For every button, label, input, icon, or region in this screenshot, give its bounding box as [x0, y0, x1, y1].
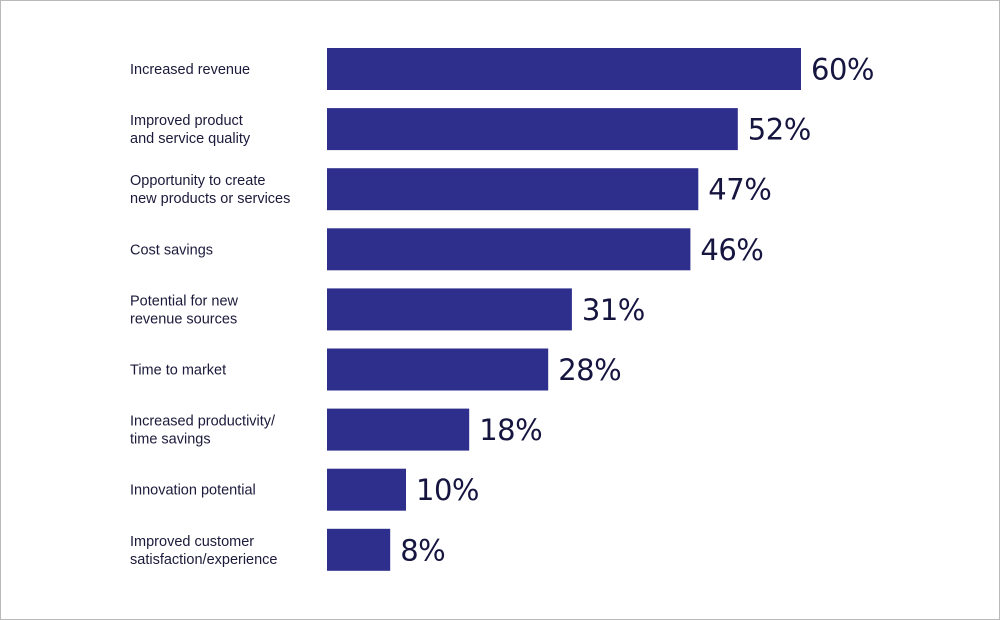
bar	[327, 228, 691, 271]
category-label: Potential for new revenue sources	[130, 293, 239, 327]
value-label: 18%	[479, 413, 542, 447]
bar-row: 31% Potential for new revenue sources	[130, 288, 645, 331]
bar	[327, 168, 699, 211]
category-label: Opportunity to create new products or ser…	[130, 173, 290, 207]
category-label-line: Cost savings	[130, 242, 213, 258]
category-label-line: Increased revenue	[130, 62, 250, 78]
category-label-line: revenue sources	[130, 311, 237, 327]
category-label: Time to market	[130, 363, 226, 379]
value-label: 31%	[582, 293, 645, 327]
category-label: Cost savings	[130, 242, 213, 258]
value-label: 47%	[708, 173, 771, 207]
category-label-line: satisfaction/experience	[130, 552, 278, 568]
category-label-line: Improved customer	[130, 534, 254, 550]
bar-row: 18% Increased productivity/time savings	[130, 408, 543, 451]
category-label: Improved product and service quality	[130, 113, 251, 147]
bar-row: 28% Time to market	[130, 348, 622, 391]
value-label: 8%	[400, 533, 445, 567]
category-label-line: and service quality	[130, 131, 251, 147]
value-label: 52%	[748, 113, 811, 147]
category-label: Increased revenue	[130, 62, 250, 78]
bar	[327, 348, 549, 391]
category-label-line: new products or services	[130, 191, 290, 207]
bar-row: 47% Opportunity to create new products or …	[130, 168, 772, 211]
value-label: 60%	[811, 53, 874, 87]
category-label: Innovation potential	[130, 483, 256, 499]
bar-row: 8% Improved customer satisfaction/experien…	[130, 528, 446, 571]
bar	[327, 108, 738, 151]
category-label-line: Improved product	[130, 113, 243, 129]
bar	[327, 288, 572, 331]
category-label: Improved customer satisfaction/experience	[130, 534, 278, 568]
value-label: 28%	[558, 353, 621, 387]
bar-row: 46% Cost savings	[130, 228, 764, 271]
value-label: 10%	[416, 473, 479, 507]
category-label-line: Potential for new	[130, 293, 239, 309]
bar-row: 60% Increased revenue	[130, 48, 874, 90]
bar-row: 10% Innovation potential	[130, 468, 479, 511]
bar	[327, 408, 470, 451]
bar	[327, 48, 801, 90]
category-label-line: Opportunity to create	[130, 173, 265, 189]
bar	[327, 528, 391, 571]
category-label-line: Time to market	[130, 363, 226, 379]
category-label-line: time savings	[130, 432, 211, 448]
bar-row: 52% Improved product and service quality	[130, 108, 811, 151]
value-label: 46%	[700, 233, 763, 267]
category-label: Increased productivity/time savings	[130, 414, 276, 448]
category-label-line: Increased productivity/	[130, 414, 276, 430]
category-label-line: Innovation potential	[130, 483, 256, 499]
bar	[327, 468, 406, 511]
